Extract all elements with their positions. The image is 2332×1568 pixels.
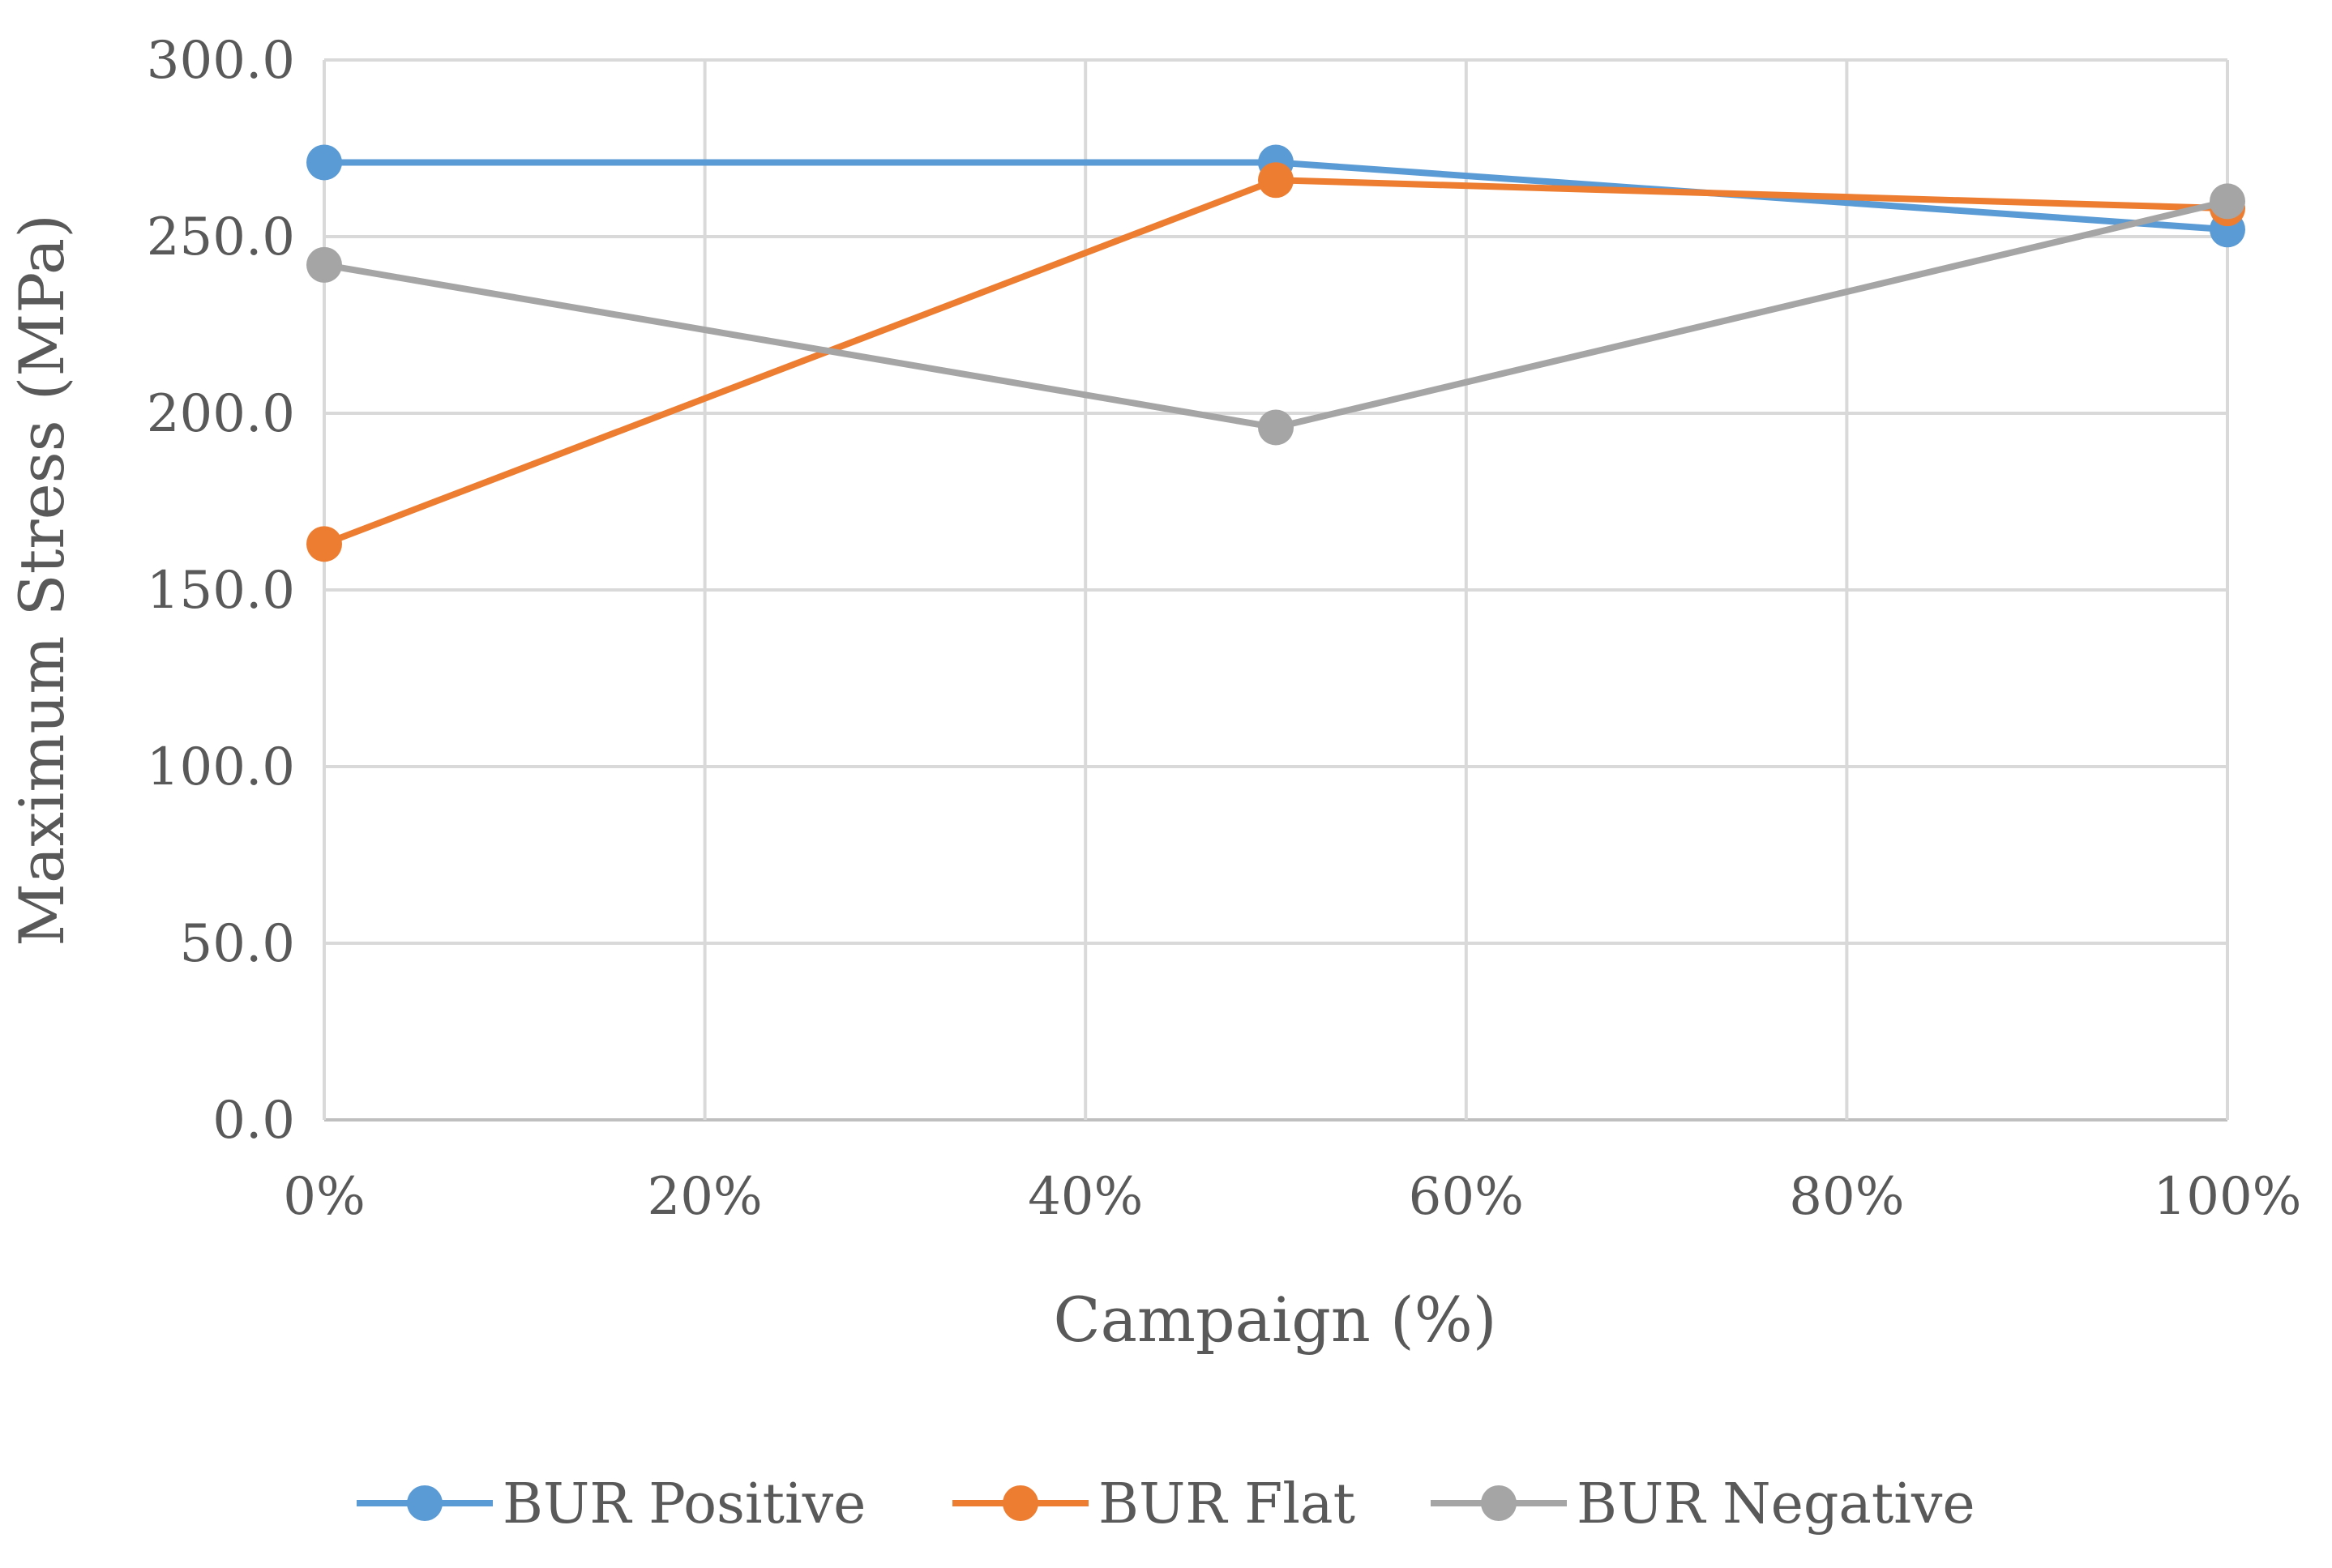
y-tick-label: 150.0: [147, 561, 295, 621]
legend-label: BUR Negative: [1577, 1472, 1975, 1536]
series-bur-negative: [306, 183, 2245, 446]
x-tick-label: 40%: [1028, 1167, 1143, 1227]
y-tick-label: 200.0: [147, 384, 295, 444]
data-point: [306, 246, 342, 283]
data-point: [1258, 162, 1294, 199]
legend-item: BUR Negative: [1431, 1472, 1975, 1536]
x-axis-ticks: 0% 20% 40% 60% 80% 100%: [283, 1167, 2301, 1227]
x-tick-label: 60%: [1409, 1167, 1524, 1227]
y-tick-label: 300.0: [147, 31, 295, 91]
legend-marker: [1481, 1485, 1517, 1521]
x-axis-title: Campaign (%): [1053, 1284, 1496, 1356]
x-tick-label: 100%: [2154, 1167, 2302, 1227]
legend-item: BUR Positive: [357, 1472, 866, 1536]
series-lines: [306, 144, 2245, 562]
y-tick-label: 100.0: [147, 737, 295, 797]
y-tick-label: 250.0: [147, 207, 295, 267]
series-line: [323, 177, 2228, 548]
grid: [323, 58, 2229, 1122]
series-bur-flat: [306, 162, 2245, 562]
data-point: [2210, 183, 2245, 220]
x-tick-label: 20%: [647, 1167, 762, 1227]
y-tick-label: 50.0: [180, 914, 296, 974]
legend-marker: [407, 1485, 443, 1521]
x-tick-label: 0%: [283, 1167, 366, 1227]
legend: BUR Positive BUR Flat BUR Negative: [357, 1472, 1975, 1536]
y-axis-ticks: 0.0 50.0 100.0 150.0 200.0 250.0 300.0: [147, 31, 295, 1151]
legend-label: BUR Flat: [1098, 1472, 1355, 1536]
legend-marker: [1003, 1485, 1038, 1521]
y-axis-title: Maximum Stress (MPa): [6, 214, 78, 946]
legend-item: BUR Flat: [952, 1472, 1355, 1536]
x-tick-label: 80%: [1789, 1167, 1904, 1227]
legend-label: BUR Positive: [503, 1472, 866, 1536]
data-point: [306, 526, 342, 562]
data-point: [1258, 409, 1294, 446]
y-tick-label: 0.0: [212, 1091, 295, 1151]
data-point: [306, 144, 342, 181]
